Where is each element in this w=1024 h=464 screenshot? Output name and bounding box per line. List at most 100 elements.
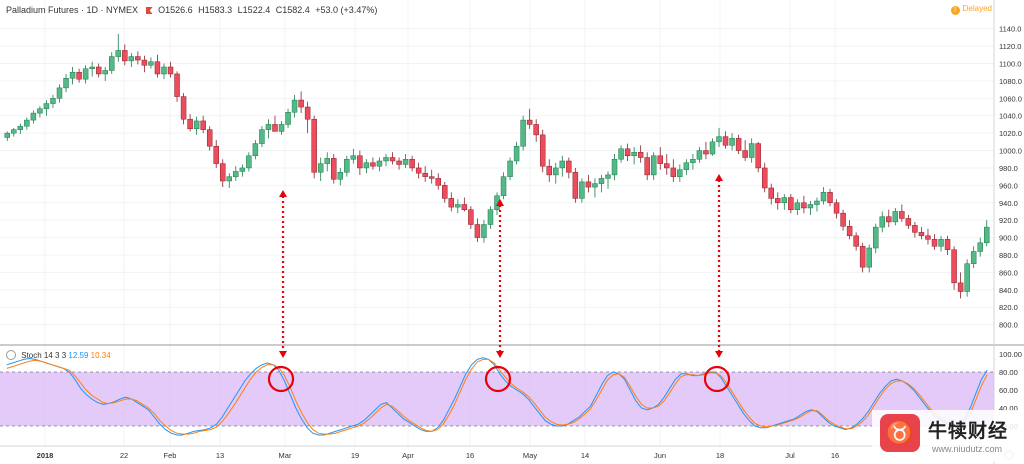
candle [265, 119, 272, 139]
signal-circle [703, 365, 731, 393]
candle [644, 152, 650, 181]
candle-body [742, 150, 748, 158]
candle [690, 154, 696, 170]
signal-annotation [484, 199, 512, 393]
time-tick-label: 13 [216, 451, 224, 460]
candle [115, 33, 122, 62]
price-tick-label: 960.0 [999, 181, 1018, 190]
candle-body [788, 197, 794, 210]
stoch-k-value: 12.59 [68, 351, 89, 360]
candle-body [115, 50, 122, 57]
candle-body [409, 158, 415, 169]
candle [30, 110, 37, 124]
candle [128, 53, 135, 67]
candle-body [696, 150, 703, 160]
arrow-head-down-icon [279, 351, 287, 358]
candle-body [618, 148, 624, 160]
candle-body [383, 157, 389, 162]
candle-body [755, 143, 761, 169]
candle-body [598, 178, 605, 184]
signal-circle [484, 365, 512, 393]
ohlc-low: L1522.4 [237, 5, 271, 15]
time-tick-label: 22 [120, 451, 128, 460]
candle-body [585, 181, 592, 188]
time-tick-label: 16 [831, 451, 839, 460]
candle [853, 232, 859, 251]
candle [481, 220, 487, 243]
candle-body [833, 202, 840, 214]
candle-body [135, 56, 141, 61]
candle-body [206, 129, 213, 147]
price-tick-label: 1040.0 [999, 112, 1022, 121]
candle [703, 141, 709, 160]
candle [357, 150, 363, 175]
candle [11, 127, 17, 137]
candle-body [442, 185, 448, 199]
candle-body [95, 66, 102, 75]
candle-body [154, 61, 161, 75]
candle-body [350, 155, 357, 160]
candle-body [11, 129, 17, 134]
candle-body [814, 200, 820, 205]
candle-body [246, 155, 252, 169]
candle [781, 194, 788, 210]
candle-body [892, 211, 899, 223]
candle-body [690, 158, 696, 163]
candle [670, 159, 677, 182]
price-tick-label: 1080.0 [999, 77, 1022, 86]
candle [95, 63, 102, 78]
time-tick-label: Jun [654, 451, 666, 460]
candle-body [566, 160, 572, 173]
candle-body [611, 158, 618, 176]
candle-body [259, 129, 265, 144]
candle-body [866, 247, 872, 268]
candle-body [455, 204, 461, 208]
price-tick-label: 1140.0 [999, 25, 1021, 34]
candle [866, 244, 872, 273]
symbol-title[interactable]: Palladium Futures · 1D · NYMEX [6, 5, 139, 15]
price-legend: Palladium Futures · 1D · NYMEX O1526.6 H… [6, 5, 380, 15]
candle-body [56, 87, 63, 99]
candle-body [592, 183, 598, 188]
candle-body [520, 119, 526, 147]
candle [637, 145, 644, 163]
stoch-label[interactable]: Stoch 14 3 3 [21, 351, 67, 360]
candle-body [4, 132, 10, 138]
candle-body [461, 204, 468, 210]
candle-body [337, 172, 344, 180]
candle [768, 183, 774, 205]
candle-body [553, 167, 559, 176]
candle [814, 197, 820, 212]
candle [37, 106, 43, 118]
candle [709, 138, 716, 156]
candle [533, 119, 539, 142]
candle-body [886, 216, 892, 223]
candle [233, 166, 239, 181]
candle-body [650, 155, 657, 176]
delayed-badge[interactable]: ! Delayed [950, 4, 992, 15]
candle [801, 195, 807, 214]
price-tick-label: 800.0 [999, 321, 1018, 330]
candle [794, 199, 801, 215]
candle [43, 100, 50, 116]
candle-body [370, 162, 376, 167]
candle-body [304, 106, 311, 120]
candle-body [794, 202, 801, 210]
candle-body [624, 148, 631, 157]
watermark-url: www.niudutz.com [932, 444, 1003, 454]
candle [951, 246, 957, 290]
candle [624, 143, 631, 161]
candle [167, 61, 174, 78]
candle-body [291, 99, 298, 113]
stoch-d-value: 10.34 [90, 351, 111, 360]
candle-body [76, 71, 82, 80]
candle [513, 141, 520, 165]
candle-body [944, 239, 951, 251]
candle [154, 54, 161, 78]
visibility-icon[interactable] [6, 350, 16, 360]
candle [187, 113, 193, 132]
candle [17, 123, 24, 135]
candle-body [50, 98, 56, 104]
candle [56, 84, 63, 103]
